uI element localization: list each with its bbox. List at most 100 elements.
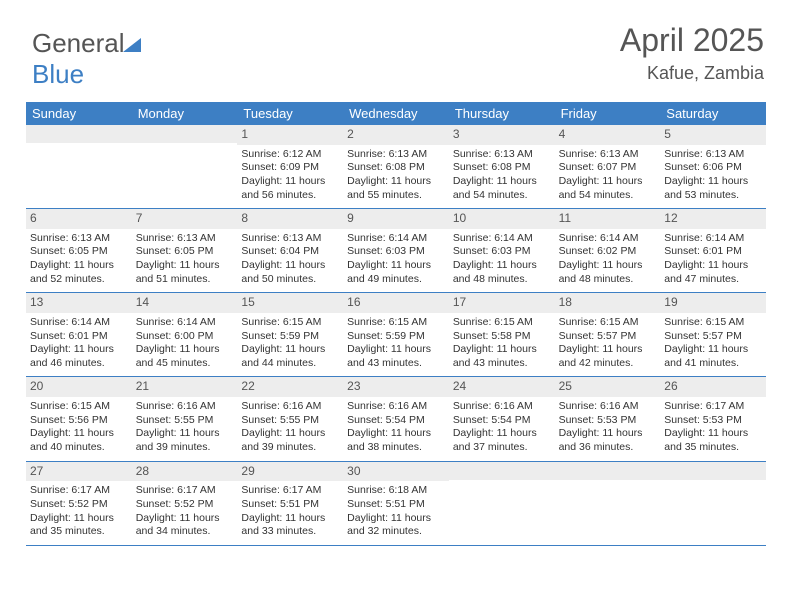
sunrise-text: Sunrise: 6:15 AM [347, 316, 445, 330]
sunset-text: Sunset: 6:06 PM [664, 161, 762, 175]
day-number: 20 [26, 377, 132, 397]
day-number: 28 [132, 462, 238, 482]
logo: General Blue [32, 28, 141, 90]
day-number: 19 [660, 293, 766, 313]
daylight-text: Daylight: 11 hours and 39 minutes. [136, 427, 234, 454]
sunset-text: Sunset: 5:53 PM [664, 414, 762, 428]
day-cell: 12Sunrise: 6:14 AMSunset: 6:01 PMDayligh… [660, 209, 766, 292]
day-number: 10 [449, 209, 555, 229]
day-cell: 4Sunrise: 6:13 AMSunset: 6:07 PMDaylight… [555, 125, 661, 208]
daylight-text: Daylight: 11 hours and 39 minutes. [241, 427, 339, 454]
day-cell: 10Sunrise: 6:14 AMSunset: 6:03 PMDayligh… [449, 209, 555, 292]
daylight-text: Daylight: 11 hours and 41 minutes. [664, 343, 762, 370]
sunset-text: Sunset: 6:08 PM [453, 161, 551, 175]
week-row: 6Sunrise: 6:13 AMSunset: 6:05 PMDaylight… [26, 209, 766, 293]
sunset-text: Sunset: 5:54 PM [453, 414, 551, 428]
sunrise-text: Sunrise: 6:15 AM [30, 400, 128, 414]
sunrise-text: Sunrise: 6:17 AM [30, 484, 128, 498]
sunset-text: Sunset: 5:52 PM [30, 498, 128, 512]
day-number: 22 [237, 377, 343, 397]
weekday-label: Monday [132, 102, 238, 125]
day-number: 7 [132, 209, 238, 229]
weekday-header: SundayMondayTuesdayWednesdayThursdayFrid… [26, 102, 766, 125]
day-number [555, 462, 661, 480]
day-cell: 24Sunrise: 6:16 AMSunset: 5:54 PMDayligh… [449, 377, 555, 460]
daylight-text: Daylight: 11 hours and 48 minutes. [559, 259, 657, 286]
sunset-text: Sunset: 6:01 PM [664, 245, 762, 259]
daylight-text: Daylight: 11 hours and 42 minutes. [559, 343, 657, 370]
weekday-label: Friday [555, 102, 661, 125]
day-cell: 27Sunrise: 6:17 AMSunset: 5:52 PMDayligh… [26, 462, 132, 545]
daylight-text: Daylight: 11 hours and 49 minutes. [347, 259, 445, 286]
day-cell: 15Sunrise: 6:15 AMSunset: 5:59 PMDayligh… [237, 293, 343, 376]
sunrise-text: Sunrise: 6:13 AM [241, 232, 339, 246]
daylight-text: Daylight: 11 hours and 48 minutes. [453, 259, 551, 286]
sunrise-text: Sunrise: 6:16 AM [241, 400, 339, 414]
day-cell: 20Sunrise: 6:15 AMSunset: 5:56 PMDayligh… [26, 377, 132, 460]
sunset-text: Sunset: 5:51 PM [347, 498, 445, 512]
sunrise-text: Sunrise: 6:14 AM [453, 232, 551, 246]
daylight-text: Daylight: 11 hours and 43 minutes. [347, 343, 445, 370]
sunset-text: Sunset: 5:52 PM [136, 498, 234, 512]
sunset-text: Sunset: 6:02 PM [559, 245, 657, 259]
day-cell: 30Sunrise: 6:18 AMSunset: 5:51 PMDayligh… [343, 462, 449, 545]
day-cell: 23Sunrise: 6:16 AMSunset: 5:54 PMDayligh… [343, 377, 449, 460]
sunrise-text: Sunrise: 6:16 AM [136, 400, 234, 414]
day-cell: 8Sunrise: 6:13 AMSunset: 6:04 PMDaylight… [237, 209, 343, 292]
empty-cell [26, 125, 132, 208]
day-cell: 17Sunrise: 6:15 AMSunset: 5:58 PMDayligh… [449, 293, 555, 376]
sunrise-text: Sunrise: 6:14 AM [30, 316, 128, 330]
week-row: 13Sunrise: 6:14 AMSunset: 6:01 PMDayligh… [26, 293, 766, 377]
sunrise-text: Sunrise: 6:15 AM [241, 316, 339, 330]
sunrise-text: Sunrise: 6:13 AM [347, 148, 445, 162]
day-number: 24 [449, 377, 555, 397]
sunset-text: Sunset: 6:05 PM [30, 245, 128, 259]
sunrise-text: Sunrise: 6:15 AM [664, 316, 762, 330]
daylight-text: Daylight: 11 hours and 54 minutes. [453, 175, 551, 202]
day-number: 15 [237, 293, 343, 313]
day-number [26, 125, 132, 143]
weekday-label: Saturday [660, 102, 766, 125]
sunset-text: Sunset: 6:00 PM [136, 330, 234, 344]
daylight-text: Daylight: 11 hours and 52 minutes. [30, 259, 128, 286]
logo-text2: Blue [32, 59, 84, 89]
day-cell: 21Sunrise: 6:16 AMSunset: 5:55 PMDayligh… [132, 377, 238, 460]
daylight-text: Daylight: 11 hours and 35 minutes. [30, 512, 128, 539]
sunset-text: Sunset: 5:58 PM [453, 330, 551, 344]
daylight-text: Daylight: 11 hours and 44 minutes. [241, 343, 339, 370]
daylight-text: Daylight: 11 hours and 47 minutes. [664, 259, 762, 286]
sunset-text: Sunset: 6:03 PM [347, 245, 445, 259]
sunset-text: Sunset: 6:09 PM [241, 161, 339, 175]
sunset-text: Sunset: 6:05 PM [136, 245, 234, 259]
daylight-text: Daylight: 11 hours and 37 minutes. [453, 427, 551, 454]
day-cell: 26Sunrise: 6:17 AMSunset: 5:53 PMDayligh… [660, 377, 766, 460]
logo-text1: General [32, 28, 125, 58]
day-cell: 3Sunrise: 6:13 AMSunset: 6:08 PMDaylight… [449, 125, 555, 208]
sunrise-text: Sunrise: 6:16 AM [347, 400, 445, 414]
day-number [660, 462, 766, 480]
day-cell: 16Sunrise: 6:15 AMSunset: 5:59 PMDayligh… [343, 293, 449, 376]
sunset-text: Sunset: 5:53 PM [559, 414, 657, 428]
day-cell: 7Sunrise: 6:13 AMSunset: 6:05 PMDaylight… [132, 209, 238, 292]
day-number: 14 [132, 293, 238, 313]
sunset-text: Sunset: 6:08 PM [347, 161, 445, 175]
calendar: SundayMondayTuesdayWednesdayThursdayFrid… [26, 102, 766, 546]
day-cell: 29Sunrise: 6:17 AMSunset: 5:51 PMDayligh… [237, 462, 343, 545]
day-number: 8 [237, 209, 343, 229]
sunrise-text: Sunrise: 6:17 AM [136, 484, 234, 498]
page-title: April 2025 [620, 22, 764, 59]
daylight-text: Daylight: 11 hours and 53 minutes. [664, 175, 762, 202]
day-cell: 28Sunrise: 6:17 AMSunset: 5:52 PMDayligh… [132, 462, 238, 545]
weekday-label: Sunday [26, 102, 132, 125]
sunset-text: Sunset: 6:04 PM [241, 245, 339, 259]
empty-cell [449, 462, 555, 545]
daylight-text: Daylight: 11 hours and 56 minutes. [241, 175, 339, 202]
daylight-text: Daylight: 11 hours and 46 minutes. [30, 343, 128, 370]
day-number: 25 [555, 377, 661, 397]
day-number: 4 [555, 125, 661, 145]
day-number [132, 125, 238, 143]
day-cell: 19Sunrise: 6:15 AMSunset: 5:57 PMDayligh… [660, 293, 766, 376]
sunrise-text: Sunrise: 6:13 AM [453, 148, 551, 162]
day-cell: 9Sunrise: 6:14 AMSunset: 6:03 PMDaylight… [343, 209, 449, 292]
day-number: 1 [237, 125, 343, 145]
